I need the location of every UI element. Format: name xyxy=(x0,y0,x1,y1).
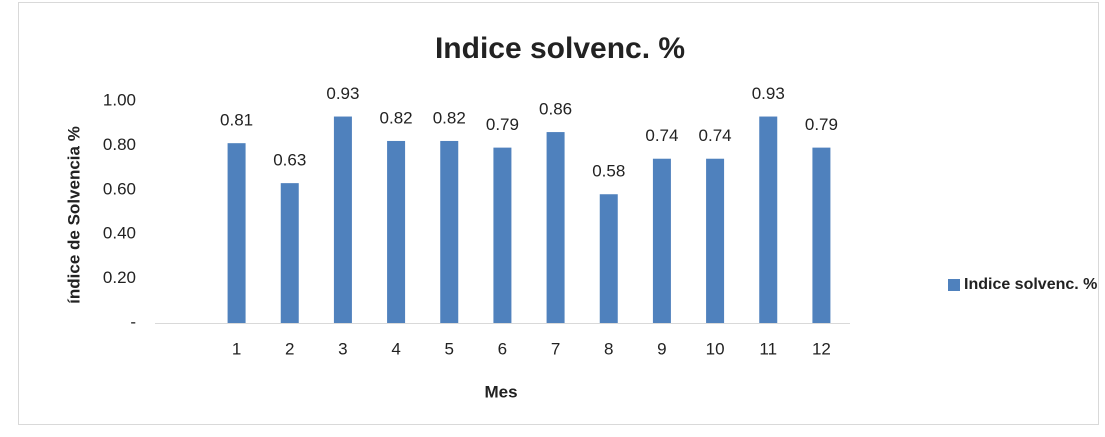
bar xyxy=(227,143,246,323)
data-label: 0.74 xyxy=(699,126,732,145)
data-label: 0.86 xyxy=(539,100,572,119)
x-axis-label: Mes xyxy=(484,382,517,401)
x-tick-label: 5 xyxy=(445,339,454,358)
bar xyxy=(599,194,618,323)
bar xyxy=(706,158,725,323)
bar xyxy=(493,147,512,323)
y-tick-label: 0.80 xyxy=(103,135,136,154)
bar xyxy=(440,140,459,323)
legend-label: Indice solvenc. % xyxy=(964,276,1097,293)
y-tick-label: 1.00 xyxy=(103,90,136,109)
data-label: 0.58 xyxy=(592,162,625,181)
legend-swatch xyxy=(948,279,960,291)
y-tick-label: 0.40 xyxy=(103,224,136,243)
x-tick-label: 1 xyxy=(232,339,241,358)
bar xyxy=(546,132,565,323)
data-label: 0.82 xyxy=(433,108,466,127)
x-tick-label: 12 xyxy=(812,339,831,358)
bar xyxy=(652,158,671,323)
bar xyxy=(280,183,299,323)
y-axis-label: índice de Solvencia % xyxy=(64,126,83,304)
data-label: 0.81 xyxy=(220,111,253,130)
x-tick-label: 9 xyxy=(657,339,666,358)
y-tick-label: 0.60 xyxy=(103,179,136,198)
data-label: 0.93 xyxy=(326,84,359,103)
x-tick-label: 8 xyxy=(604,339,613,358)
x-tick-label: 10 xyxy=(706,339,725,358)
y-tick-label: 0.20 xyxy=(103,268,136,287)
bar xyxy=(759,116,778,323)
data-label: 0.74 xyxy=(645,126,678,145)
data-label: 0.79 xyxy=(486,115,519,134)
data-label: 0.63 xyxy=(273,151,306,170)
x-tick-label: 4 xyxy=(391,339,400,358)
bar xyxy=(387,140,406,323)
y-tick-label: - xyxy=(130,312,136,331)
chart-title: Indice solvenc. % xyxy=(435,32,685,65)
x-tick-label: 6 xyxy=(498,339,507,358)
data-label: 0.79 xyxy=(805,115,838,134)
data-label: 0.82 xyxy=(380,108,413,127)
data-label: 0.93 xyxy=(752,84,785,103)
x-tick-label: 2 xyxy=(285,339,294,358)
x-tick-label: 7 xyxy=(551,339,560,358)
x-tick-label: 3 xyxy=(338,339,347,358)
x-tick-label: 11 xyxy=(759,339,777,358)
bar xyxy=(333,116,352,323)
bar xyxy=(812,147,831,323)
